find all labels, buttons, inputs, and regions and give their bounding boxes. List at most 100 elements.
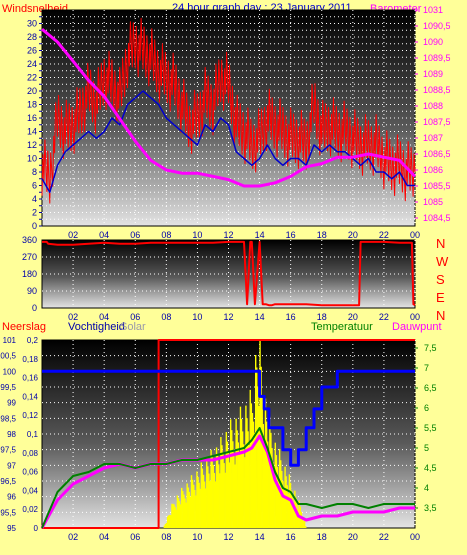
y-humidity-tick-label: 96,5 (0, 477, 16, 486)
y-right-tick-label: 1088 (423, 101, 443, 111)
x-tick-label: 20 (348, 532, 358, 542)
y-temp-tick-label: 5 (424, 443, 429, 453)
y-temp-tick-label: 3,5 (424, 503, 437, 513)
x-tick-label: 22 (379, 312, 389, 322)
x-tick-label: 22 (379, 532, 389, 542)
panel-axis-ticks: 9595,59696,59797,59898,59999,5100100,510… (0, 336, 437, 542)
y-rain-tick-label: 0,2 (27, 336, 39, 345)
y-right-tick-label: 1088,5 (423, 85, 451, 95)
y-rain-tick-label: 0,12 (22, 411, 38, 420)
x-tick-label: 14 (255, 230, 265, 240)
y-right-tick-label: 1085 (423, 197, 443, 207)
x-tick-label: 04 (99, 312, 109, 322)
rain-humidity-temperature-panel: 9595,59696,59797,59898,59999,5100100,510… (0, 336, 437, 542)
y-right-tick-label: 1087,5 (423, 117, 451, 127)
x-tick-label: 14 (255, 532, 265, 542)
y-left-tick-label: 2 (32, 208, 37, 218)
dewpoint-line (40, 434, 415, 529)
compass-label: N (436, 236, 445, 251)
y-right-tick-label: 1086,5 (423, 149, 451, 159)
x-tick-label: 00 (410, 230, 420, 240)
x-tick-label: 12 (223, 230, 233, 240)
y-tick-label: 270 (22, 252, 37, 262)
y-humidity-tick-label: 98,5 (0, 414, 16, 423)
y-left-tick-label: 18 (27, 100, 37, 110)
y-rain-tick-label: 0,08 (22, 449, 38, 458)
x-tick-label: 00 (410, 532, 420, 542)
y-left-tick-label: 24 (27, 59, 37, 69)
y-left-tick-label: 0 (32, 221, 37, 231)
temperature-axis-label: Temperatuur (311, 321, 373, 333)
x-tick-label: 18 (317, 230, 327, 240)
x-tick-label: 08 (161, 230, 171, 240)
rain-axis-label: Neerslag (2, 321, 46, 333)
barometer-line (41, 28, 417, 188)
y-right-tick-label: 1089,5 (423, 53, 451, 63)
y-left-tick-label: 10 (27, 154, 37, 164)
y-rain-tick-label: 0 (34, 524, 39, 533)
compass-label: S (436, 272, 445, 287)
panel-series (41, 17, 417, 204)
dewpoint-axis-label: Dauwpunt (392, 321, 442, 333)
x-tick-label: 02 (68, 230, 78, 240)
x-tick-label: 12 (223, 532, 233, 542)
y-rain-tick-label: 0,1 (27, 430, 39, 439)
y-right-tick-label: 1086 (423, 165, 443, 175)
y-right-tick-label: 1090,5 (423, 21, 451, 31)
y-temp-tick-label: 7,5 (424, 343, 437, 353)
y-tick-label: 0 (32, 303, 37, 313)
humidity-axis-label: Vochtigheid (68, 321, 125, 333)
y-right-tick-label: 1084,5 (423, 213, 451, 223)
y-right-tick-label: 1089 (423, 69, 443, 79)
x-tick-label: 10 (192, 312, 202, 322)
y-humidity-tick-label: 96 (7, 493, 16, 502)
y-humidity-tick-label: 98 (7, 430, 16, 439)
x-tick-label: 18 (317, 532, 327, 542)
x-tick-label: 12 (223, 312, 233, 322)
x-tick-label: 06 (130, 532, 140, 542)
y-humidity-tick-label: 97 (7, 461, 16, 470)
y-left-tick-label: 4 (32, 194, 37, 204)
x-tick-label: 08 (161, 532, 171, 542)
y-left-tick-label: 6 (32, 181, 37, 191)
wind-direction-line (42, 240, 416, 307)
y-humidity-tick-label: 99,5 (0, 383, 16, 392)
humidity-line (42, 369, 415, 467)
y-rain-tick-label: 0,06 (22, 468, 38, 477)
x-tick-label: 16 (286, 532, 296, 542)
panel-grid (42, 240, 416, 308)
compass-label: N (436, 308, 445, 323)
y-humidity-tick-label: 95,5 (0, 508, 16, 517)
x-tick-label: 04 (99, 532, 109, 542)
y-rain-tick-label: 0,02 (22, 505, 38, 514)
y-temp-tick-label: 6,5 (424, 383, 437, 393)
x-tick-label: 04 (99, 230, 109, 240)
y-left-tick-label: 16 (27, 113, 37, 123)
y-left-tick-label: 12 (27, 140, 37, 150)
x-tick-label: 06 (130, 312, 140, 322)
wind-speed-line (41, 17, 416, 204)
y-temp-tick-label: 4 (424, 483, 429, 493)
y-humidity-tick-label: 100 (3, 367, 17, 376)
y-left-tick-label: 14 (27, 127, 37, 137)
panel-axis-ticks: 0246810121416182022242628301084,51085108… (27, 5, 451, 240)
y-rain-tick-label: 0,16 (22, 374, 38, 383)
y-right-tick-label: 1031 (423, 5, 443, 15)
y-rain-tick-label: 0,04 (22, 486, 38, 495)
rain-line (42, 339, 415, 529)
x-tick-label: 22 (379, 230, 389, 240)
x-tick-label: 08 (161, 312, 171, 322)
y-humidity-tick-label: 97,5 (0, 446, 16, 455)
wind-barometer-panel: 0246810121416182022242628301084,51085108… (27, 5, 451, 240)
y-humidity-tick-label: 100,5 (0, 352, 17, 361)
y-left-tick-label: 20 (27, 86, 37, 96)
x-tick-label: 02 (68, 312, 78, 322)
solar-axis-label: Solar (120, 321, 146, 333)
y-right-tick-label: 1090 (423, 37, 443, 47)
x-tick-label: 10 (192, 230, 202, 240)
y-temp-tick-label: 7 (424, 363, 429, 373)
y-tick-label: 180 (22, 269, 37, 279)
y-tick-label: 360 (22, 235, 37, 245)
y-tick-label: 90 (27, 286, 37, 296)
